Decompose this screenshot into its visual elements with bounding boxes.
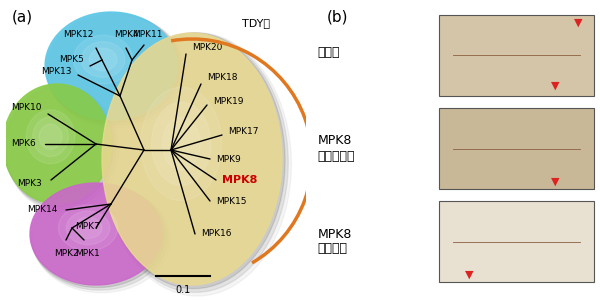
Text: MPK7: MPK7 [74, 222, 100, 231]
Text: (b): (b) [326, 9, 348, 24]
Polygon shape [141, 87, 222, 201]
Polygon shape [103, 33, 292, 296]
Text: MPK10: MPK10 [11, 103, 42, 112]
Text: MPK9: MPK9 [216, 154, 241, 164]
Text: MPK14: MPK14 [26, 206, 57, 214]
Text: MPK8: MPK8 [222, 175, 257, 185]
Polygon shape [6, 87, 119, 212]
Polygon shape [46, 13, 180, 123]
Text: TDY型: TDY型 [242, 18, 270, 28]
Text: ▼: ▼ [574, 18, 583, 28]
Text: MPK4: MPK4 [113, 30, 139, 39]
FancyBboxPatch shape [439, 108, 594, 189]
Polygon shape [47, 14, 182, 125]
Polygon shape [82, 42, 125, 77]
Polygon shape [45, 12, 177, 120]
Polygon shape [74, 217, 102, 238]
Polygon shape [102, 33, 282, 285]
Text: MPK17: MPK17 [228, 128, 259, 136]
Polygon shape [103, 33, 289, 292]
FancyBboxPatch shape [439, 15, 594, 96]
Text: MPK15: MPK15 [216, 196, 247, 206]
Polygon shape [103, 33, 285, 289]
Text: MPK20: MPK20 [192, 44, 223, 52]
Polygon shape [3, 84, 111, 204]
Text: MPK2: MPK2 [53, 249, 79, 258]
Polygon shape [47, 15, 185, 128]
Polygon shape [58, 205, 118, 251]
Text: MPK18: MPK18 [207, 74, 238, 82]
Polygon shape [89, 48, 117, 71]
Text: MPK19: MPK19 [213, 98, 244, 106]
Text: MPK6: MPK6 [11, 140, 36, 148]
Polygon shape [67, 211, 110, 245]
Text: ▼: ▼ [465, 270, 473, 280]
Text: MPK1: MPK1 [74, 249, 100, 258]
Polygon shape [5, 86, 116, 209]
Text: ▼: ▼ [551, 177, 560, 187]
Polygon shape [31, 184, 165, 288]
Polygon shape [73, 35, 133, 84]
Polygon shape [39, 124, 62, 149]
Polygon shape [32, 185, 167, 290]
Polygon shape [4, 85, 113, 207]
Text: MPK11: MPK11 [132, 30, 162, 39]
Polygon shape [152, 102, 211, 185]
Text: MPK12: MPK12 [62, 30, 93, 39]
Text: MPK16: MPK16 [201, 230, 232, 238]
Text: MPK13: MPK13 [41, 68, 72, 76]
Polygon shape [33, 117, 68, 157]
Text: MPK3: MPK3 [17, 178, 42, 188]
Polygon shape [30, 183, 162, 285]
FancyBboxPatch shape [439, 201, 594, 282]
Text: MPK5: MPK5 [59, 56, 84, 64]
Polygon shape [26, 110, 75, 164]
Text: ▼: ▼ [551, 81, 560, 91]
Text: (a): (a) [12, 9, 33, 24]
Text: 0.1: 0.1 [175, 285, 191, 295]
Text: MPK8
過剰発現: MPK8 過剰発現 [318, 227, 352, 256]
Text: MPK8
遵伝子破壊: MPK8 遵伝子破壊 [318, 134, 355, 163]
Polygon shape [163, 117, 200, 170]
Polygon shape [32, 186, 170, 293]
Text: 野生型: 野生型 [318, 46, 340, 59]
